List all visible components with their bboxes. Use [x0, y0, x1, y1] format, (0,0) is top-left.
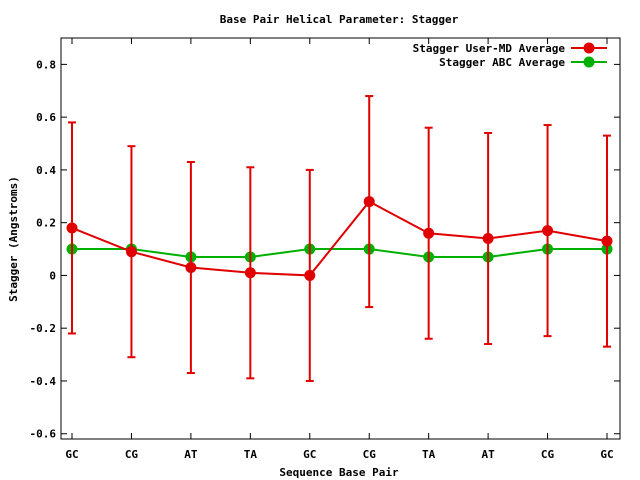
x-tick-label: GC	[303, 448, 316, 461]
data-point	[304, 269, 316, 281]
legend-marker	[583, 42, 595, 54]
data-point	[244, 267, 256, 279]
data-point	[482, 233, 494, 244]
x-tick-label: TA	[422, 448, 436, 461]
x-axis: GC CG AT TA GC CG TA AT CG GC	[65, 38, 614, 461]
series-line	[71, 200, 608, 277]
y-tick-label: 0.6	[36, 111, 56, 124]
legend-marker	[583, 56, 595, 68]
data-point	[185, 262, 197, 274]
x-tick-label: CG	[363, 448, 377, 461]
plot-area	[60, 37, 621, 440]
chart-title: Base Pair Helical Parameter: Stagger	[220, 13, 459, 26]
y-tick-label: 0.8	[36, 58, 56, 71]
series-layer	[66, 95, 613, 382]
data-point	[542, 225, 554, 237]
data-point	[423, 227, 435, 239]
x-axis-label: Sequence Base Pair	[279, 466, 399, 479]
y-tick-label: 0	[49, 269, 56, 282]
data-point	[125, 246, 137, 258]
y-axis: -0.6 -0.4 -0.2 0 0.2 0.4 0.6 0.8	[30, 58, 620, 441]
y-tick-label: 0.4	[36, 164, 56, 177]
y-tick-label: -0.2	[30, 322, 57, 335]
y-tick-label: -0.4	[30, 375, 57, 388]
y-tick-label: 0.2	[36, 217, 56, 230]
x-tick-label: GC	[65, 448, 78, 461]
series-1	[66, 243, 613, 263]
x-tick-label: CG	[541, 448, 555, 461]
plot-frame	[60, 37, 621, 440]
series-line	[72, 248, 607, 258]
y-axis-label: Stagger (Angstroms)	[7, 176, 20, 302]
legend-label: Stagger User-MD Average	[413, 42, 566, 55]
data-point	[601, 235, 613, 247]
x-tick-label: GC	[600, 448, 613, 461]
x-tick-label: CG	[125, 448, 139, 461]
x-tick-label: AT	[481, 448, 495, 461]
legend-label: Stagger ABC Average	[439, 56, 565, 69]
x-tick-label: TA	[244, 448, 258, 461]
x-tick-label: AT	[184, 448, 198, 461]
y-tick-label: -0.6	[30, 428, 57, 441]
data-point	[66, 222, 78, 234]
data-point	[363, 196, 375, 208]
series-0	[66, 95, 613, 382]
